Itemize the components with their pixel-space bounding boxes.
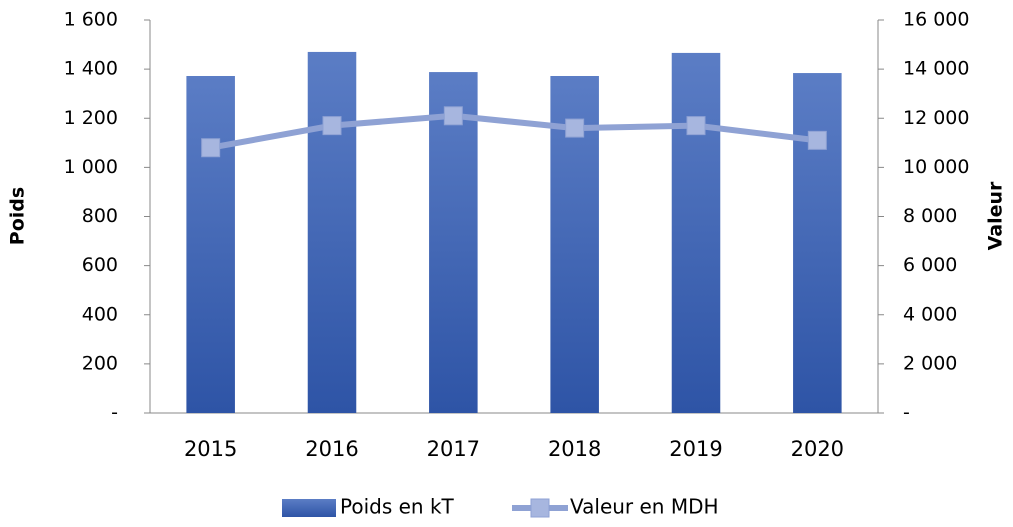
y2-tick-label: 14 000 — [903, 58, 969, 80]
y-tick-label: - — [111, 402, 118, 424]
bar — [429, 72, 478, 413]
bar — [671, 52, 721, 413]
y2-tick-label: 2 000 — [903, 352, 957, 374]
legend-swatch — [530, 498, 550, 518]
marker — [201, 138, 221, 158]
y-tick-label: 600 — [82, 254, 118, 276]
marker — [443, 106, 463, 126]
y-tick-label: 1 200 — [64, 107, 118, 129]
y-tick-label: 200 — [82, 352, 118, 374]
x-tick-label: 2019 — [669, 437, 722, 461]
y2-tick-label: 8 000 — [903, 205, 957, 227]
x-tick-label: 2016 — [305, 437, 358, 461]
marker — [686, 116, 706, 136]
y2-tick-label: 16 000 — [903, 9, 969, 31]
marker — [322, 116, 342, 136]
y-tick-label: 800 — [82, 205, 118, 227]
y2-axis-label: Valeur — [985, 181, 1007, 250]
legend-label: Poids en kT — [340, 495, 455, 519]
line — [210, 112, 818, 151]
x-tick-label: 2015 — [184, 437, 237, 461]
y2-tick-label: 12 000 — [903, 107, 969, 129]
y2-tick-label: 6 000 — [903, 254, 957, 276]
y2-tick-label: 10 000 — [903, 156, 969, 178]
y2-tick-label: - — [903, 402, 910, 424]
bar — [307, 51, 357, 414]
y-tick-label: 400 — [82, 303, 118, 325]
y-tick-label: 1 000 — [64, 156, 118, 178]
x-tick-label: 2018 — [548, 437, 601, 461]
x-tick-label: 2020 — [791, 437, 844, 461]
legend-label: Valeur en MDH — [570, 495, 719, 519]
y2-tick-label: 4 000 — [903, 303, 957, 325]
bar — [793, 73, 842, 414]
legend-swatch — [282, 499, 336, 517]
y-tick-label: 1 400 — [64, 58, 118, 80]
bar — [186, 76, 235, 413]
x-tick-label: 2017 — [427, 437, 480, 461]
y-tick-label: 1 600 — [64, 9, 118, 31]
y-axis-label: Poids — [7, 187, 29, 245]
marker — [807, 130, 827, 150]
marker — [565, 118, 585, 138]
